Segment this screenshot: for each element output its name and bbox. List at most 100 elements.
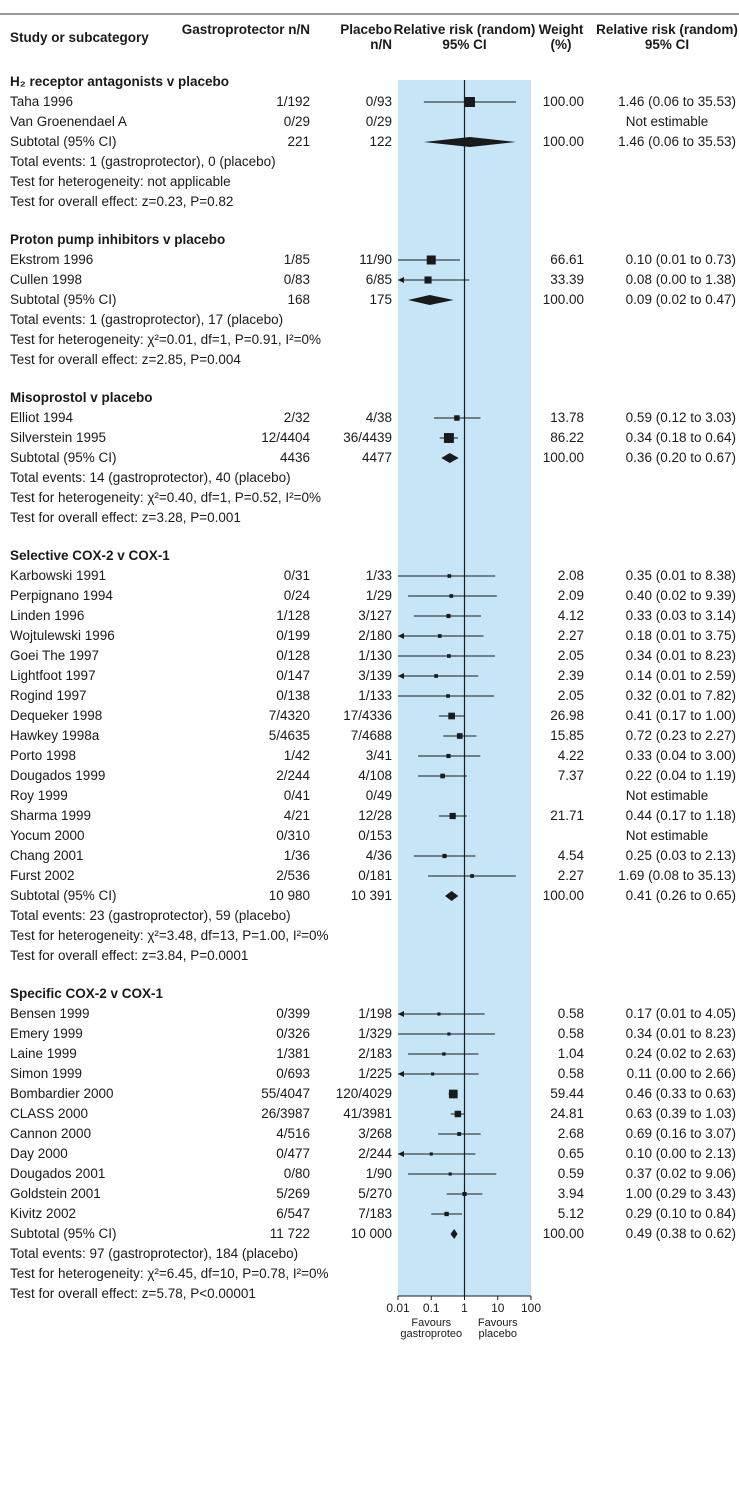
treat-events: 2/536 bbox=[276, 868, 310, 883]
placebo-events: 1/90 bbox=[365, 1166, 392, 1181]
study-weight: 2.08 bbox=[557, 568, 584, 583]
placebo-events: 1/33 bbox=[365, 568, 392, 583]
x-tick-label: 0.01 bbox=[386, 1301, 410, 1315]
treat-events: 5/269 bbox=[276, 1186, 310, 1201]
study-weight: 1.04 bbox=[557, 1046, 584, 1061]
study-point bbox=[446, 613, 451, 619]
study-weight: 100.00 bbox=[542, 94, 584, 109]
placebo-events: 7/183 bbox=[358, 1206, 392, 1221]
placebo-events: 11/90 bbox=[359, 252, 392, 267]
subtotal-rr: 0.09 (0.02 to 0.47) bbox=[625, 292, 736, 307]
study-rr: 0.40 (0.02 to 9.39) bbox=[625, 588, 736, 603]
study-point bbox=[443, 433, 454, 443]
group-note: Total events: 14 (gastroprotector), 40 (… bbox=[10, 470, 291, 485]
study-name: Dougados 1999 bbox=[10, 768, 106, 783]
subtotal-placebo: 10 391 bbox=[350, 888, 392, 903]
study-weight: 33.39 bbox=[550, 272, 584, 287]
group-note: Total events: 1 (gastroprotector), 17 (p… bbox=[10, 312, 284, 327]
treat-events: 0/24 bbox=[283, 588, 310, 603]
subtotal-diamond bbox=[450, 1229, 458, 1239]
group-title: Misoprostol v placebo bbox=[10, 390, 153, 405]
study-weight: 0.58 bbox=[557, 1066, 584, 1081]
study-rr: 0.33 (0.03 to 3.14) bbox=[625, 608, 736, 623]
subtotal-diamond bbox=[408, 295, 454, 305]
study-point bbox=[426, 255, 436, 265]
study-weight: 4.22 bbox=[557, 748, 584, 763]
treat-events: 0/41 bbox=[283, 788, 310, 803]
study-name: Roy 1999 bbox=[10, 788, 68, 803]
placebo-events: 4/36 bbox=[365, 848, 392, 863]
placebo-events: 5/270 bbox=[358, 1186, 392, 1201]
favours-gastroprotector-label: Favours gastroproteo bbox=[400, 1317, 463, 1340]
treat-events: 1/192 bbox=[276, 94, 310, 109]
subtotal-placebo: 10 000 bbox=[350, 1226, 392, 1241]
treat-events: 4/516 bbox=[276, 1126, 310, 1141]
subtotal-label: Subtotal (95% CI) bbox=[10, 292, 117, 307]
header-gastroprotector: Gastroprotector n/N bbox=[181, 22, 310, 37]
study-point bbox=[437, 1012, 441, 1016]
study-name: Simon 1999 bbox=[10, 1066, 83, 1081]
treat-events: 1/36 bbox=[283, 848, 310, 863]
x-tick-label: 1 bbox=[461, 1301, 468, 1315]
treat-events: 7/4320 bbox=[268, 708, 310, 723]
study-weight: 7.37 bbox=[557, 768, 584, 783]
subtotal-placebo: 175 bbox=[369, 292, 392, 307]
subtotal-weight: 100.00 bbox=[542, 1226, 584, 1241]
study-name: Day 2000 bbox=[10, 1146, 68, 1161]
study-rr: 0.33 (0.04 to 3.00) bbox=[625, 748, 736, 763]
study-point bbox=[446, 753, 451, 759]
study-point bbox=[448, 1089, 458, 1099]
group-note: Test for heterogeneity: not applicable bbox=[10, 174, 231, 189]
study-weight: 13.78 bbox=[550, 410, 584, 425]
study-rr: 0.32 (0.01 to 7.82) bbox=[625, 688, 736, 703]
study-point bbox=[454, 415, 460, 421]
study-name: Elliot 1994 bbox=[10, 410, 74, 425]
treat-events: 2/244 bbox=[276, 768, 310, 783]
group-title: H₂ receptor antagonists v placebo bbox=[10, 74, 230, 89]
placebo-events: 1/198 bbox=[358, 1006, 392, 1021]
placebo-events: 41/3981 bbox=[343, 1106, 392, 1121]
placebo-events: 12/28 bbox=[358, 808, 392, 823]
study-point bbox=[464, 97, 475, 107]
study-weight: 0.59 bbox=[557, 1166, 584, 1181]
study-point bbox=[440, 773, 445, 779]
study-point bbox=[448, 1172, 452, 1176]
study-name: CLASS 2000 bbox=[10, 1106, 89, 1121]
study-name: Bombardier 2000 bbox=[10, 1086, 114, 1101]
treat-events: 1/42 bbox=[283, 748, 310, 763]
study-name: Perpignano 1994 bbox=[10, 588, 113, 603]
treat-events: 1/381 bbox=[276, 1046, 310, 1061]
favours-placebo-label: Favours placebo bbox=[477, 1317, 518, 1340]
placebo-events: 2/244 bbox=[358, 1146, 392, 1161]
study-point bbox=[429, 1152, 433, 1156]
subtotal-label: Subtotal (95% CI) bbox=[10, 450, 117, 465]
study-rr: 0.29 (0.10 to 0.84) bbox=[625, 1206, 736, 1221]
study-name: Yocum 2000 bbox=[10, 828, 85, 843]
subtotal-treat: 221 bbox=[287, 134, 310, 149]
study-point bbox=[457, 1132, 462, 1136]
study-point bbox=[449, 812, 456, 820]
group-title: Proton pump inhibitors v placebo bbox=[10, 232, 226, 247]
treat-events: 26/3987 bbox=[261, 1106, 310, 1121]
study-point bbox=[448, 712, 455, 720]
study-weight: 15.85 bbox=[550, 728, 584, 743]
study-name: Karbowski 1991 bbox=[10, 568, 107, 583]
group-note: Test for heterogeneity: χ²=3.48, df=13, … bbox=[10, 928, 329, 943]
study-name: Cannon 2000 bbox=[10, 1126, 92, 1141]
study-name: Chang 2001 bbox=[10, 848, 84, 863]
study-weight: 2.27 bbox=[557, 868, 584, 883]
subtotal-rr: 0.49 (0.38 to 0.62) bbox=[625, 1226, 736, 1241]
group-note: Total events: 23 (gastroprotector), 59 (… bbox=[10, 908, 291, 923]
study-name: Sharma 1999 bbox=[10, 808, 92, 823]
study-name: Dequeker 1998 bbox=[10, 708, 103, 723]
study-name: Goldstein 2001 bbox=[10, 1186, 101, 1201]
ci-arrow-left bbox=[398, 673, 404, 679]
placebo-events: 2/180 bbox=[358, 628, 392, 643]
treat-events: 0/80 bbox=[283, 1166, 310, 1181]
study-name: Emery 1999 bbox=[10, 1026, 83, 1041]
treat-events: 55/4047 bbox=[261, 1086, 310, 1101]
treat-events: 1/128 bbox=[276, 608, 310, 623]
study-weight: 66.61 bbox=[550, 252, 584, 267]
x-tick-label: 10 bbox=[491, 1301, 505, 1315]
